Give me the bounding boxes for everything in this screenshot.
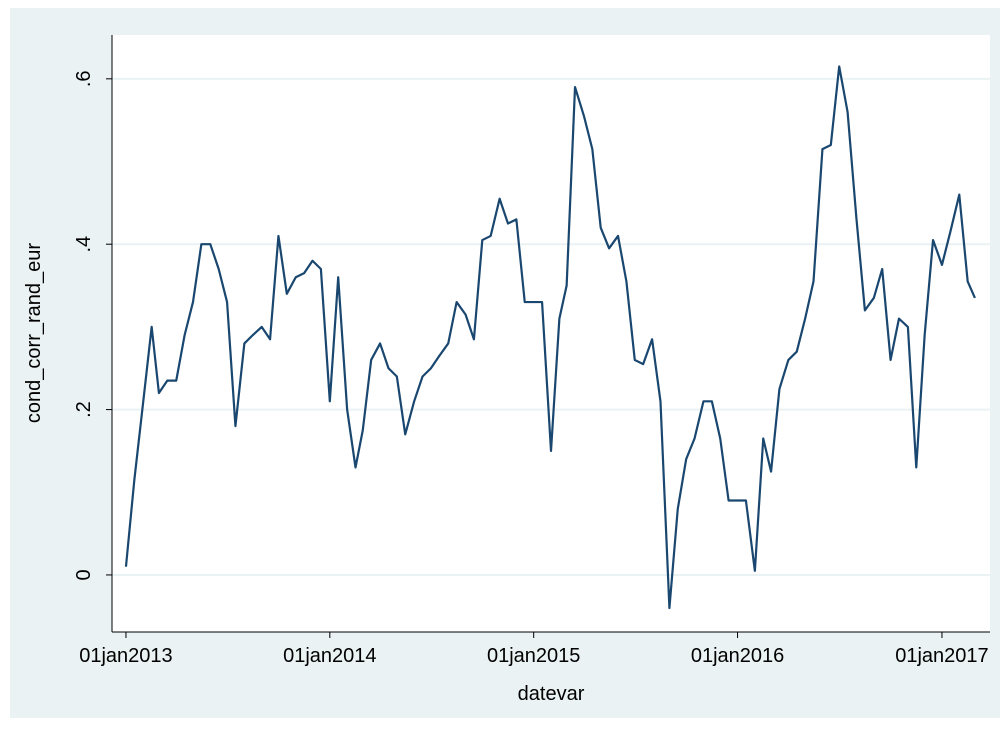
plot-region <box>112 35 990 632</box>
data-line <box>124 65 976 610</box>
y-tick-label: .6 <box>73 70 95 87</box>
y-tick-label: .4 <box>73 236 95 253</box>
x-tick-label: 01jan2017 <box>895 645 988 667</box>
y-tick-label: 0 <box>73 569 95 580</box>
x-tick-label: 01jan2014 <box>283 645 376 667</box>
x-tick-label: 01jan2015 <box>487 645 580 667</box>
y-axis-label: cond_corr_rand_eur <box>23 243 45 423</box>
x-axis-label: datevar <box>518 683 585 705</box>
x-tick-label: 01jan2013 <box>79 645 172 667</box>
x-tick-label: 01jan2016 <box>691 645 784 667</box>
y-tick-label: .2 <box>73 401 95 418</box>
